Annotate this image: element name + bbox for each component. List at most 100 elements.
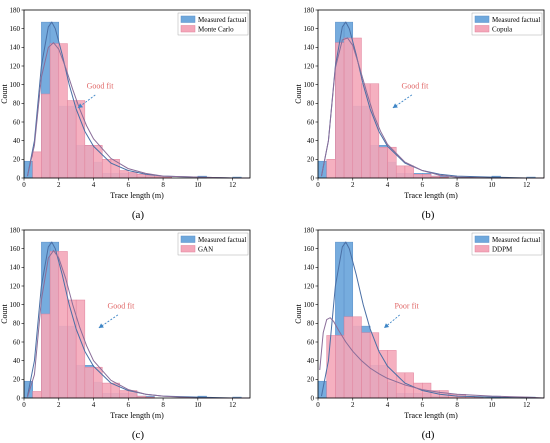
x-tick-label: 6	[421, 401, 425, 409]
bar-model	[343, 316, 354, 399]
annotation-arrowhead	[384, 323, 390, 328]
x-tick-label: 2	[351, 181, 355, 189]
fit-curve-model	[26, 41, 250, 179]
bar-model	[32, 151, 42, 179]
bar-model	[369, 332, 380, 399]
bar-model	[413, 174, 423, 179]
y-tick-label: 140	[304, 44, 315, 52]
plot-frame	[23, 9, 251, 179]
bar-model	[335, 335, 345, 399]
x-axis-title: Trace length (m)	[404, 411, 458, 420]
x-tick-label: 10	[194, 181, 202, 189]
annotation-text: Good fit	[87, 81, 115, 90]
caption-b: (b)	[422, 209, 435, 221]
y-tick-label: 60	[13, 118, 21, 126]
legend-swatch-model	[474, 25, 490, 33]
y-tick-label: 20	[13, 376, 21, 384]
bar-model	[119, 170, 129, 179]
x-tick-label: 12	[523, 401, 531, 409]
bar-model	[404, 165, 414, 179]
annotation-text: Good fit	[107, 301, 135, 310]
legend-label-measured: Measured factual	[492, 236, 540, 244]
y-tick-label: 20	[13, 156, 21, 164]
x-tick-label: 4	[386, 401, 390, 409]
y-tick-label: 60	[307, 118, 315, 126]
bar-model	[67, 100, 77, 179]
y-tick-label: 100	[10, 301, 21, 309]
fit-curve-model	[320, 37, 544, 179]
annotation-arrowhead	[77, 103, 83, 108]
caption-d: (d)	[422, 429, 435, 441]
plot-frame	[317, 229, 545, 399]
legend-swatch-measured	[474, 15, 490, 23]
y-tick-label: 140	[304, 264, 315, 272]
bar-model	[136, 174, 146, 179]
bar-model	[326, 159, 336, 179]
x-tick-label: 6	[421, 181, 425, 189]
bar-model	[41, 93, 51, 179]
legend-swatch-model	[474, 245, 490, 253]
bar-model	[41, 313, 51, 399]
y-tick-label: 120	[10, 62, 21, 70]
bar-model	[387, 350, 397, 399]
legend-swatch-model	[180, 25, 196, 33]
bar-model	[93, 366, 103, 399]
y-tick-label: 160	[304, 25, 315, 33]
legend-swatch-measured	[180, 15, 196, 23]
legend-label-measured: Measured factual	[492, 16, 540, 24]
x-tick-label: 2	[351, 401, 355, 409]
x-tick-label: 8	[161, 401, 165, 409]
x-tick-label: 0	[22, 401, 26, 409]
x-axis-title: Trace length (m)	[404, 191, 458, 200]
y-tick-label: 120	[304, 282, 315, 290]
caption-a: (a)	[132, 209, 145, 221]
x-tick-label: 8	[455, 401, 459, 409]
x-tick-label: 12	[523, 181, 531, 189]
legend-label-model: Monte Carlo	[198, 26, 234, 34]
y-tick-label: 80	[307, 100, 315, 108]
legend-label-measured: Measured factual	[198, 16, 246, 24]
annotation-arrowhead	[392, 103, 398, 108]
bar-model	[422, 174, 432, 179]
bar-model	[119, 390, 129, 399]
y-tick-label: 20	[307, 376, 315, 384]
y-tick-label: 180	[10, 6, 21, 14]
caption-c: (c)	[132, 429, 145, 441]
y-tick-label: 80	[13, 100, 21, 108]
x-tick-label: 10	[488, 401, 496, 409]
legend-box	[471, 12, 543, 36]
y-tick-label: 180	[304, 226, 315, 234]
fit-curve-measured	[320, 21, 544, 179]
x-tick-label: 12	[229, 401, 237, 409]
y-tick-label: 40	[13, 137, 21, 145]
x-tick-label: 8	[161, 181, 165, 189]
bar-model	[343, 37, 354, 179]
x-tick-label: 6	[127, 181, 131, 189]
legend-swatch-measured	[180, 235, 196, 243]
fit-curve-measured	[320, 241, 544, 399]
y-tick-label: 40	[13, 357, 21, 365]
y-axis-title: Count	[294, 303, 303, 323]
x-tick-label: 4	[386, 181, 390, 189]
x-tick-label: 4	[92, 181, 96, 189]
x-tick-label: 0	[316, 181, 320, 189]
x-axis-title: Trace length (m)	[110, 191, 164, 200]
x-tick-label: 0	[316, 401, 320, 409]
bar-model	[101, 382, 112, 399]
bar-model	[49, 251, 60, 399]
plot-frame	[317, 9, 545, 179]
y-tick-label: 100	[10, 81, 21, 89]
bar-model	[326, 335, 336, 399]
y-tick-label: 80	[13, 320, 21, 328]
legend-box	[177, 12, 249, 36]
legend-label-model: Copula	[492, 26, 513, 34]
y-tick-label: 140	[10, 264, 21, 272]
x-tick-label: 10	[488, 181, 496, 189]
y-tick-label: 0	[17, 174, 21, 182]
annotation-arrowhead	[98, 323, 104, 328]
